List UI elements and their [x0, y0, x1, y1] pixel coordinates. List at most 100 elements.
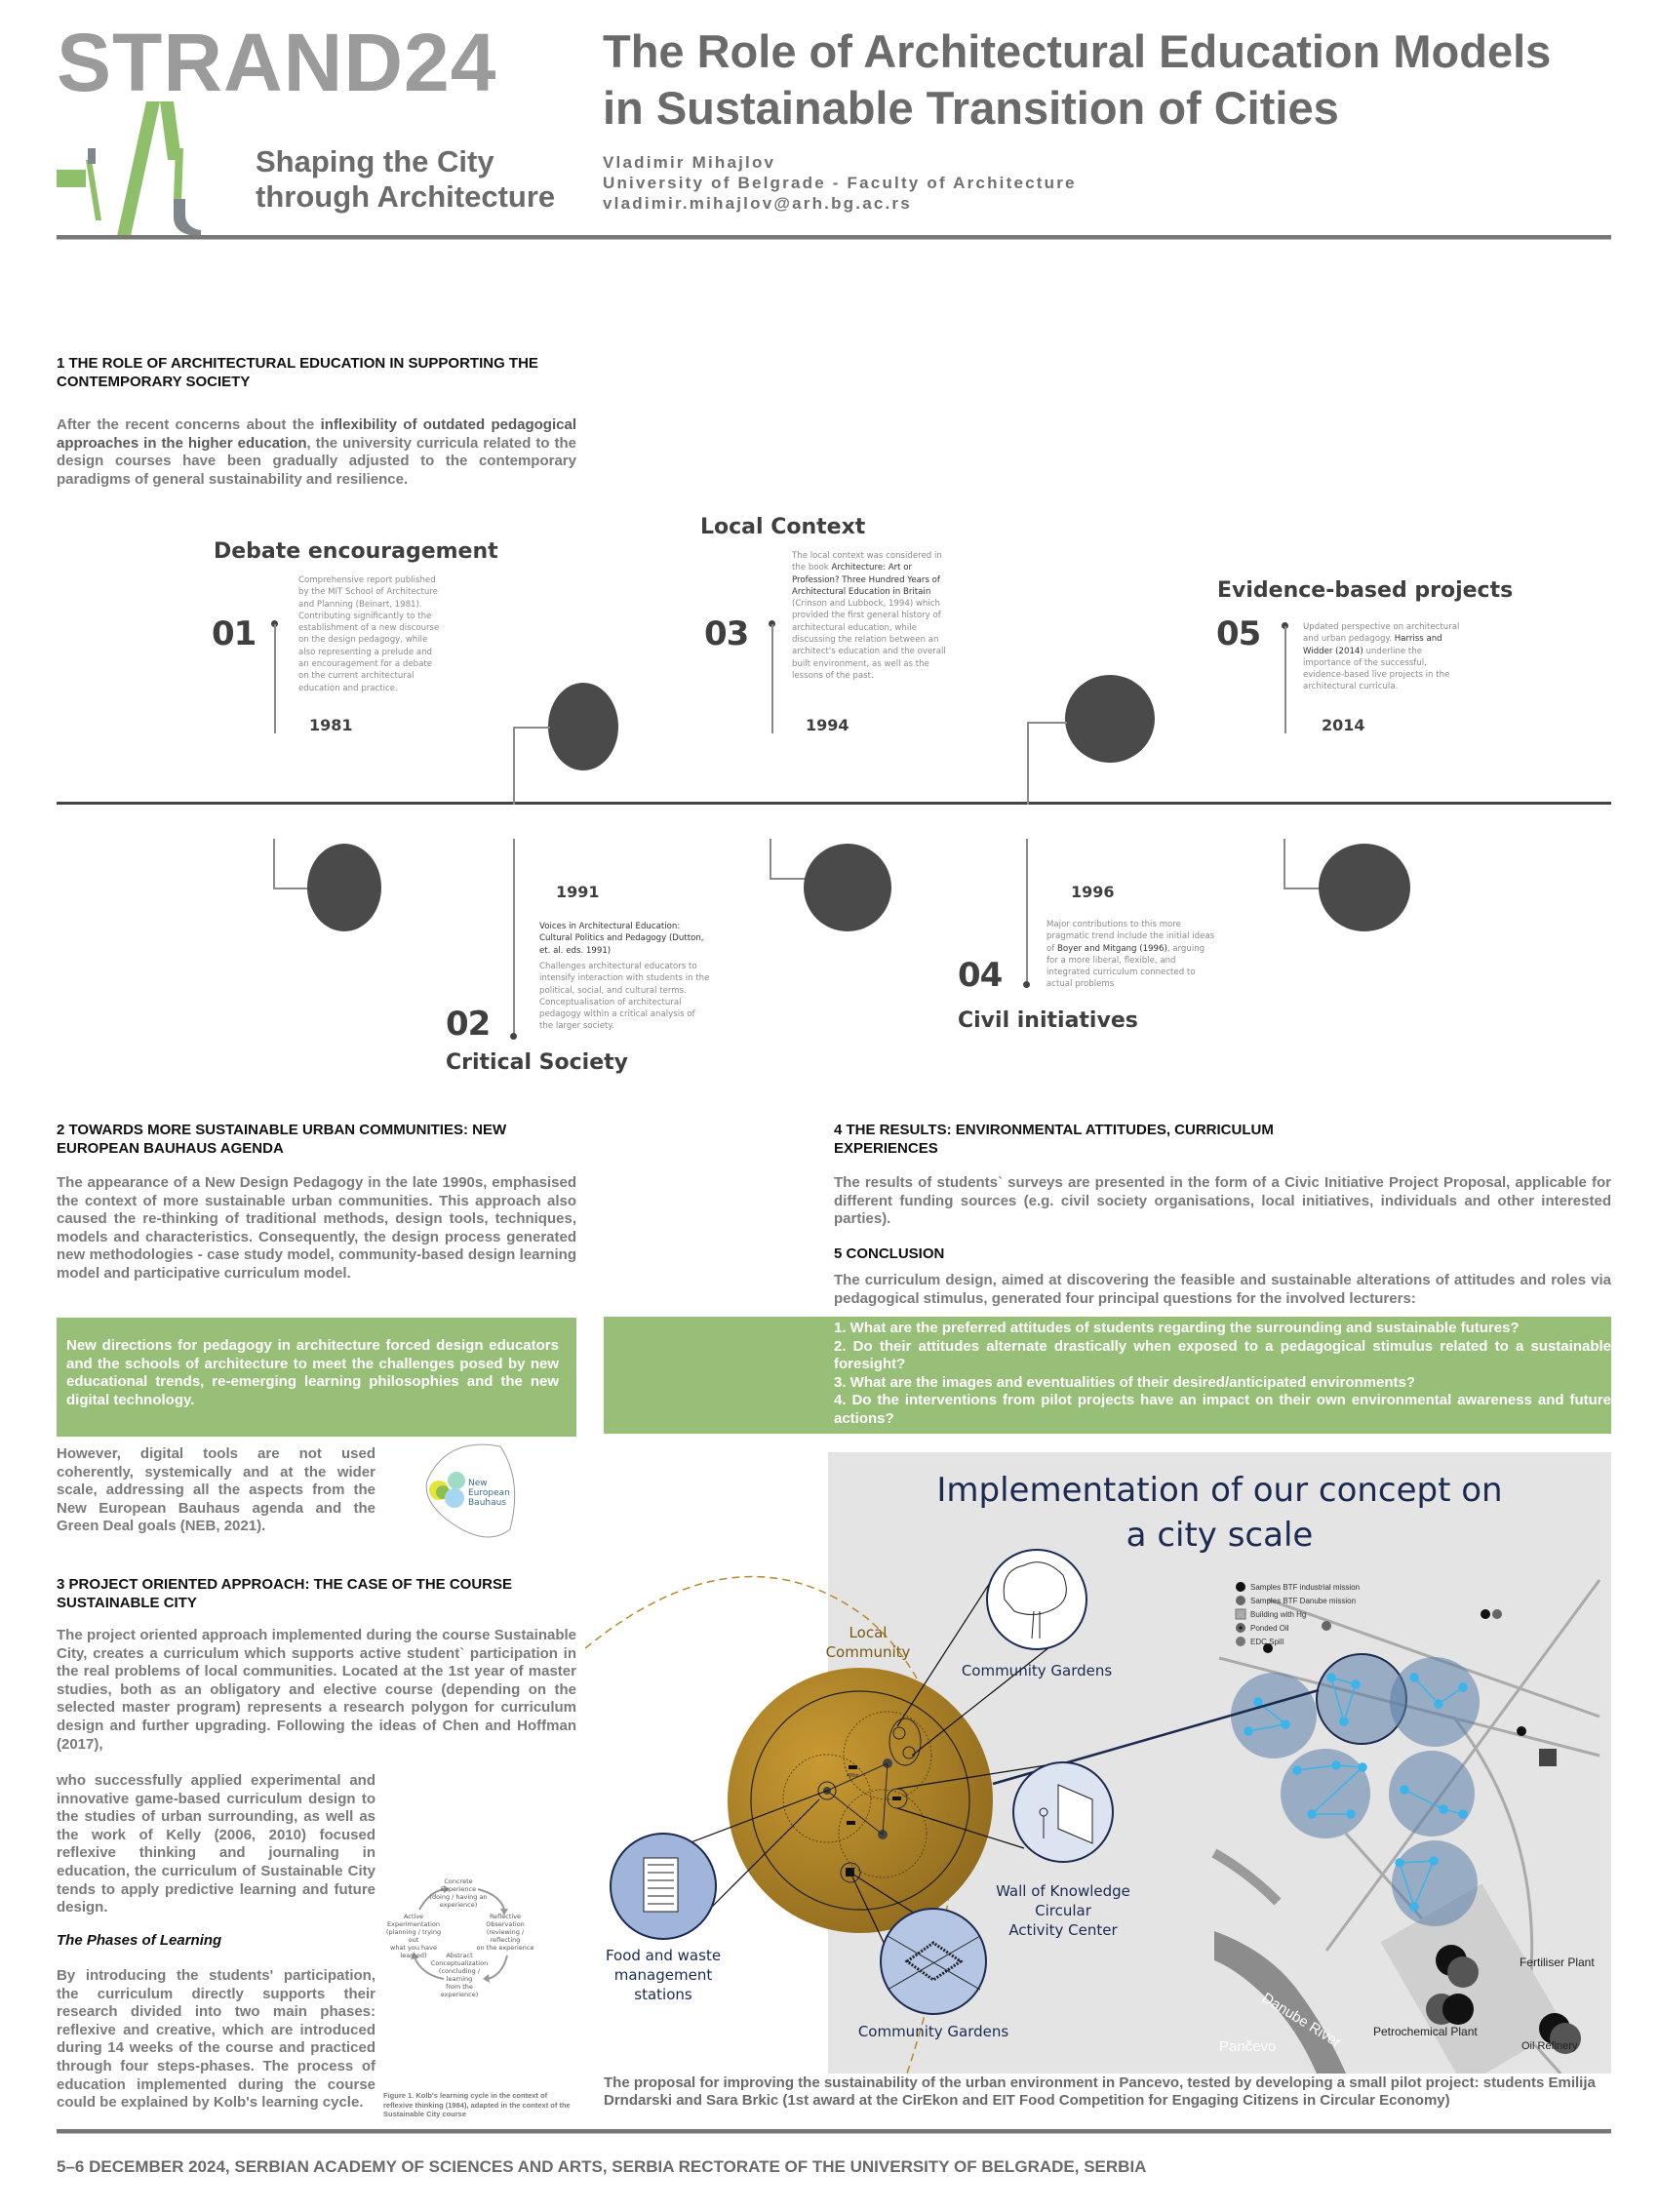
- wall-of-knowledge-label: Wall of Knowledge Circular Activity Cent…: [975, 1881, 1151, 1940]
- figure-caption: The proposal for improving the sustainab…: [604, 2074, 1596, 2109]
- figure-title: Implementation of our concept on a city …: [828, 1468, 1611, 1558]
- section5-heading: 5 CONCLUSION: [834, 1245, 945, 1262]
- legend-item: Ponded Oil: [1250, 1624, 1289, 1633]
- section2-body2: However, digital tools are not used cohe…: [57, 1445, 375, 1535]
- header-divider: [57, 235, 1611, 240]
- timeline-title-01: Debate encouragement: [214, 539, 498, 564]
- kolb-reflective: Reflective Observation (reviewing / reflec…: [475, 1913, 535, 1952]
- timeline-stem: [274, 624, 276, 733]
- text-run: , arguing for a more liberal, flexible, …: [1047, 943, 1205, 990]
- timeline-connector: [273, 839, 309, 889]
- neb-logo: New European Bauhaus: [417, 1442, 523, 1539]
- community-gardens-top-label: Community Gardens: [961, 1662, 1113, 1679]
- fertiliser-plant-label: Fertiliser Plant: [1520, 1955, 1595, 1969]
- question-item: 3. What are the images and eventualities…: [834, 1373, 1415, 1391]
- wall-of-knowledge-icon: [1012, 1761, 1114, 1863]
- label-line: management: [613, 1966, 713, 1984]
- conclusion-questions-box: 1. What are the preferred attitudes of s…: [604, 1317, 1611, 1434]
- pancevo-label: Pančevo: [1219, 2038, 1277, 2055]
- timeline-title-02: Critical Society: [446, 1050, 628, 1075]
- timeline-stem: [1026, 839, 1028, 983]
- text-run: Updated perspective on architectural and…: [1303, 622, 1460, 645]
- timeline-dot: [1282, 622, 1288, 629]
- timeline-title-03: Local Context: [700, 515, 866, 539]
- text-emphasis: Harriss and Widder (2014): [1303, 634, 1442, 656]
- timeline-text-05: Updated perspective on architectural and…: [1303, 621, 1469, 693]
- timeline-year-02: 1991: [556, 883, 600, 901]
- local-community-label: Local Community: [810, 1623, 927, 1662]
- local-community-circle: [728, 1668, 993, 1933]
- label-line: Wall of Knowledge: [996, 1882, 1130, 1900]
- timeline-year-03: 1994: [806, 716, 849, 734]
- kolb-line: from the experience): [440, 1983, 479, 1998]
- author-email[interactable]: vladimir.mihajlov@arh.bg.ac.rs: [603, 194, 912, 213]
- title-line: The Role of Architectural Education Mode…: [603, 25, 1552, 77]
- food-waste-label: Food and waste management stations: [585, 1946, 741, 2004]
- question-item: 1. What are the preferred attitudes of s…: [834, 1320, 1520, 1336]
- figure1-caption: Figure 1. Kolb's learning cycle in the c…: [383, 2091, 571, 2118]
- section4-heading: 4 THE RESULTS: ENVIRONMENTAL ATTITUDES, …: [834, 1122, 1274, 1157]
- question-item: 2. Do their attitudes alternate drastica…: [834, 1337, 1611, 1373]
- strand-logo: [57, 101, 201, 236]
- section3-heading: 3 PROJECT ORIENTED APPROACH: THE CASE OF…: [57, 1576, 512, 1611]
- question-list: 1. What are the preferred attitudes of s…: [834, 1320, 1611, 1429]
- kolb-line: Conceptualization: [430, 1959, 489, 1967]
- text-run: Comprehensive report published by the MI…: [298, 575, 440, 693]
- text-emphasis: Boyer and Mitgang (1996): [1057, 943, 1167, 954]
- text-run: After the recent concerns about the: [57, 416, 321, 433]
- section3-body3: By introducing the students' participati…: [57, 1967, 375, 2112]
- section3-body-narrow: who successfully applied experimental an…: [57, 1772, 375, 1916]
- timeline-number-02: 02: [446, 1005, 491, 1044]
- kolb-line: Experience: [440, 1885, 477, 1893]
- kolb-line: experience): [439, 1901, 478, 1909]
- kolb-line: what you have learned): [390, 1944, 437, 1959]
- label-line: Circular: [1035, 1902, 1091, 1919]
- section4-body: The results of students` surveys are pre…: [834, 1174, 1611, 1228]
- map-legend: [1235, 1582, 1246, 1646]
- highlight-text: New directions for pedagogy in architect…: [66, 1337, 559, 1408]
- timeline-stem: [771, 624, 773, 733]
- section1-heading: 1 THE ROLE OF ARCHITECTURAL EDUCATION IN…: [57, 355, 538, 390]
- figure-title-line: Implementation of our concept on: [936, 1471, 1503, 1510]
- text-run: (Crinson and Lubbock, 1994) which provid…: [792, 599, 946, 681]
- section2-heading: 2 TOWARDS MORE SUSTAINABLE URBAN COMMUNI…: [57, 1122, 507, 1157]
- section2-highlight-box: New directions for pedagogy in architect…: [57, 1318, 576, 1437]
- author-name: Vladimir Mihajlov: [603, 153, 776, 172]
- timeline-year-01: 1981: [309, 716, 353, 734]
- timeline-marker: [307, 844, 381, 931]
- timeline-dot: [271, 620, 278, 627]
- kolb-cycle-arrows: [411, 1885, 508, 1983]
- community-gardens-tree-icon: [986, 1549, 1087, 1650]
- distance-label: 400m: [847, 1773, 859, 1779]
- text-run: underline the importance of the successf…: [1303, 646, 1450, 692]
- label-line: Activity Center: [1008, 1921, 1118, 1939]
- community-gardens-grid-icon: [880, 1908, 987, 2015]
- label-line: Food and waste: [605, 1947, 722, 1964]
- timeline-marker: [1319, 844, 1410, 931]
- timeline-text-03: The local context was considered in the …: [792, 550, 948, 682]
- timeline-number-03: 03: [704, 614, 749, 653]
- timeline-connector: [770, 839, 806, 880]
- legend-item: EDC Spill: [1250, 1638, 1284, 1646]
- neb-line: Bauhaus: [468, 1498, 507, 1508]
- title-line: in Sustainable Transition of Cities: [603, 82, 1339, 134]
- section2-body: The appearance of a New Design Pedagogy …: [57, 1174, 576, 1282]
- catchment-arc: [585, 1575, 954, 2074]
- text-emphasis: inflexibility of outdated pedagogical ap…: [57, 416, 576, 452]
- timeline-stem: [513, 839, 515, 1036]
- text-run: The local context was considered in the …: [792, 551, 942, 573]
- concept-figure: [585, 1549, 1601, 2074]
- legend-item: Samples BTF Danube mission: [1250, 1597, 1357, 1605]
- timeline-marker: [1065, 675, 1155, 763]
- question-item: 4. Do the interventions from pilot proje…: [834, 1392, 1611, 1427]
- timeline-marker: [548, 683, 618, 770]
- label-line: stations: [634, 1986, 692, 2003]
- author-block: Vladimir Mihajlov University of Belgrade…: [603, 152, 1077, 214]
- timeline-dot: [510, 1033, 517, 1040]
- timeline-marker: [804, 844, 891, 931]
- neb-logo-shape: [425, 1443, 516, 1538]
- kolb-cycle-diagram: Concrete Experience (doing / having an expe…: [385, 1877, 535, 2004]
- timeline-ref-02: Voices in Architectural Education: Cultu…: [539, 922, 704, 956]
- kolb-line: Abstract: [446, 1952, 473, 1959]
- kolb-line: Active: [403, 1913, 424, 1920]
